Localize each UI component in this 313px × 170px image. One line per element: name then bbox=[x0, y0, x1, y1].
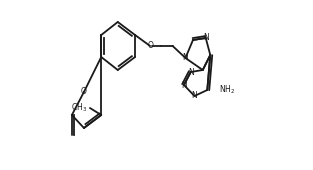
Text: N: N bbox=[182, 54, 188, 63]
Text: NH$_2$: NH$_2$ bbox=[219, 84, 235, 96]
Text: CH$_3$: CH$_3$ bbox=[71, 102, 87, 114]
Text: N: N bbox=[203, 33, 209, 42]
Text: N: N bbox=[188, 67, 194, 76]
Text: O: O bbox=[81, 88, 87, 97]
Text: O: O bbox=[147, 41, 153, 50]
Text: N: N bbox=[192, 91, 198, 100]
Text: N: N bbox=[181, 81, 187, 89]
